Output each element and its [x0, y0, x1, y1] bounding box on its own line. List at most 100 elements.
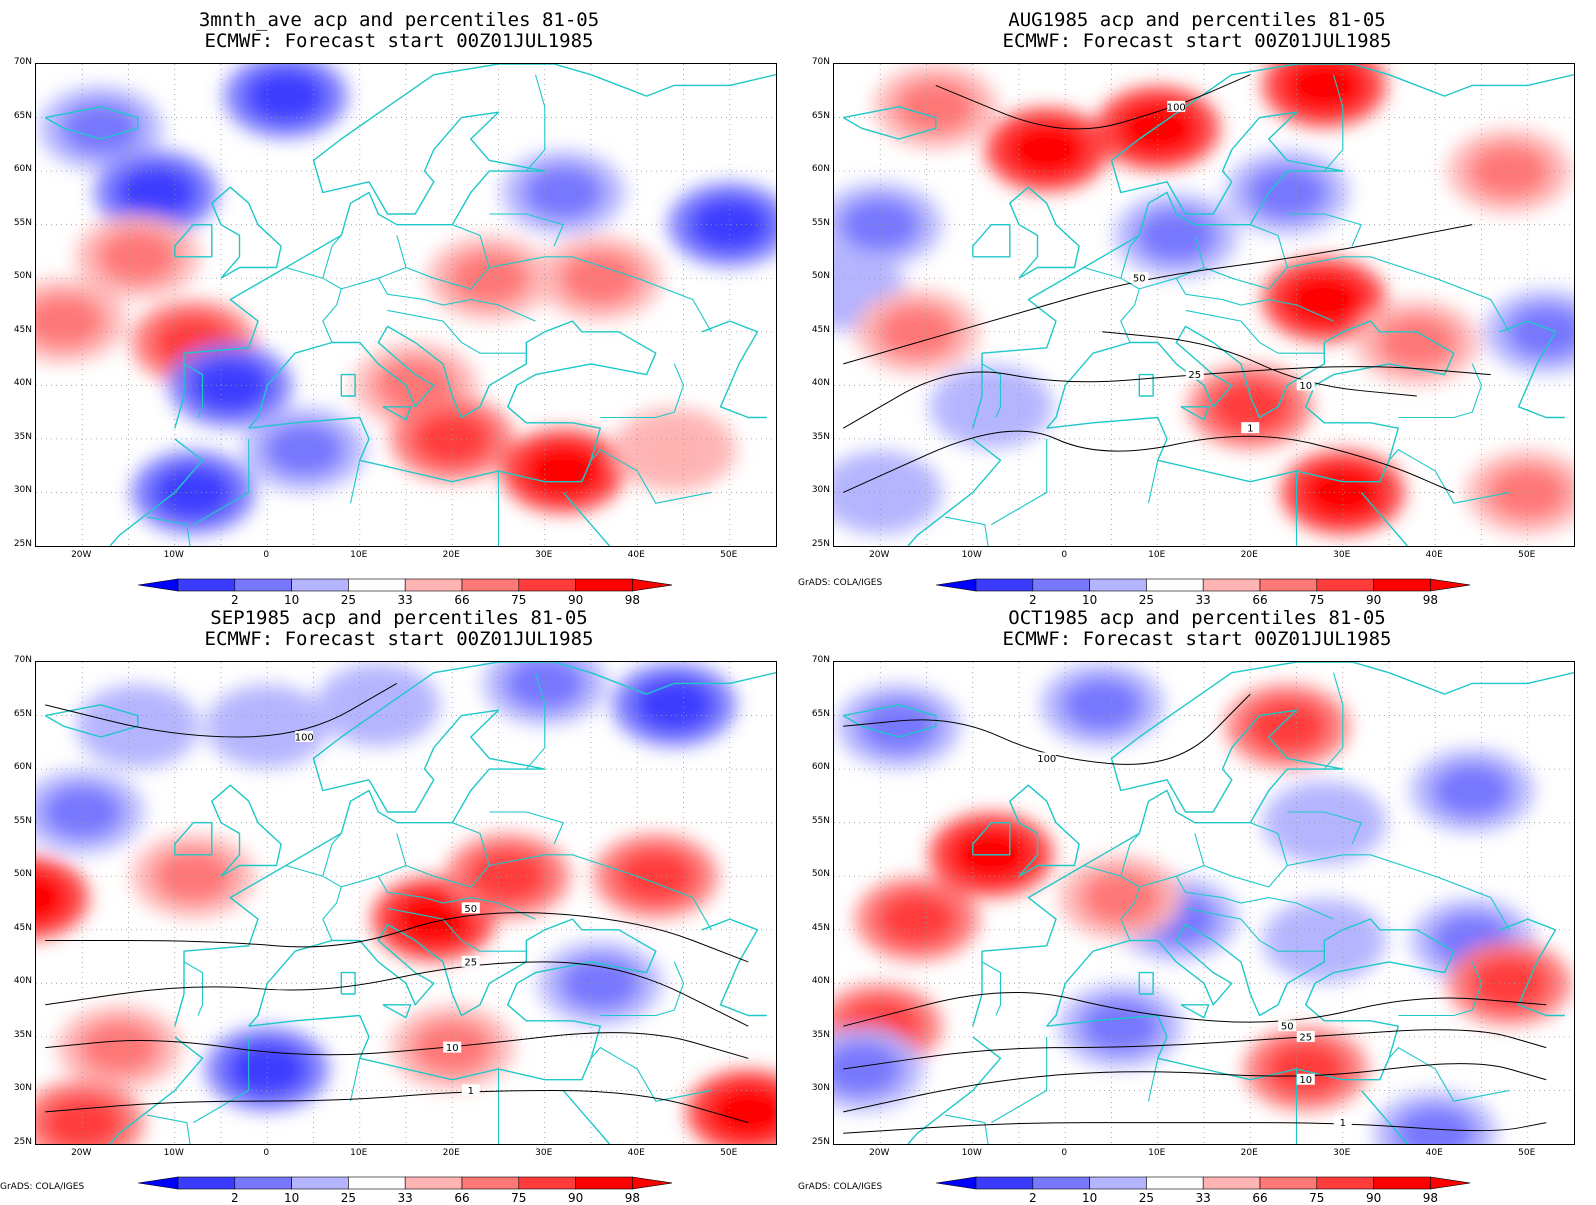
- colorbar-segment: [1316, 1176, 1374, 1190]
- y-tick-label: 35N: [13, 431, 32, 442]
- country-borders: [146, 74, 712, 546]
- contour-label-bg: [1333, 1116, 1352, 1128]
- anomaly-core: [1062, 677, 1143, 732]
- colorbar-segment: [1146, 578, 1204, 592]
- anomaly-core: [42, 784, 123, 839]
- x-tick-label: 50E: [720, 550, 738, 560]
- x-tick-label: 20E: [1240, 550, 1258, 560]
- map-panel-2: AUG1985 acp and percentiles 81-05 ECMWF: …: [798, 0, 1596, 607]
- contour-line: [843, 1029, 1547, 1070]
- anomaly-core: [1302, 465, 1383, 520]
- contour-line: [843, 992, 1547, 1027]
- contour-label-bg: [1278, 1020, 1297, 1032]
- y-tick-label: 40N: [13, 378, 32, 389]
- colorbar-segment: [177, 578, 236, 592]
- y-tick-label: 60N: [811, 164, 830, 175]
- colorbar-label: 66: [454, 1191, 470, 1205]
- colorbar-low-arrow: [138, 1176, 179, 1190]
- anomaly-core: [1284, 272, 1365, 327]
- colorbar-segment: [1373, 578, 1431, 592]
- colorbar-label: 25: [340, 1191, 357, 1205]
- colorbar-segment: [1202, 578, 1261, 592]
- panel-subtitle: ECMWF: Forecast start 00Z01JUL1985: [1002, 30, 1392, 52]
- y-tick-label: 65N: [811, 110, 830, 121]
- contour-line: [842, 366, 1491, 429]
- x-tick-label: 50E: [1518, 1148, 1536, 1158]
- anomaly-core: [449, 251, 530, 306]
- coastlines: [842, 64, 1574, 546]
- contour-label: 100: [1037, 754, 1056, 765]
- map-canvas: [36, 64, 776, 546]
- contour-label: 10: [1299, 1075, 1312, 1086]
- panel-subtitle: ECMWF: Forecast start 00Z01JUL1985: [204, 628, 594, 650]
- anomaly-core: [1395, 1106, 1476, 1144]
- y-tick-label: 25N: [811, 539, 830, 549]
- anomaly-core: [190, 358, 271, 413]
- anomaly-core: [834, 1042, 902, 1097]
- colorbar-label: 98: [1422, 593, 1439, 607]
- x-tick-label: 0: [1061, 1148, 1068, 1158]
- anomaly-core: [36, 294, 104, 349]
- anomaly-core: [153, 465, 234, 520]
- colorbar-label: 33: [397, 593, 413, 607]
- contour-line: [843, 224, 1473, 365]
- colorbar-label: 2: [1028, 593, 1037, 607]
- colorbar-segment: [1089, 578, 1147, 592]
- colorbar-segment: [404, 578, 463, 592]
- y-tick-label: 40N: [811, 378, 830, 389]
- anomaly-core: [1117, 101, 1198, 156]
- map-area: [35, 63, 777, 547]
- x-tick-label: 10W: [961, 1148, 982, 1158]
- colorbar-label: 90: [567, 593, 584, 607]
- y-tick-label: 55N: [13, 815, 32, 826]
- map-area: 100 50 25 10 1: [35, 661, 777, 1145]
- y-tick-label: 30N: [13, 485, 32, 496]
- contour-label-bg: [1296, 379, 1315, 391]
- x-tick-label: 0: [263, 1148, 270, 1158]
- anomaly-core: [467, 849, 548, 904]
- contour-label: 50: [1281, 1022, 1294, 1033]
- panel-title: OCT1985 acp and percentiles 81-05: [1008, 607, 1386, 629]
- anomaly-core: [42, 1095, 123, 1144]
- percentile-contours: [842, 74, 1491, 493]
- anomaly-core: [1432, 763, 1513, 818]
- anomaly-core: [634, 422, 715, 477]
- x-tick-label: 30E: [1333, 550, 1351, 560]
- colorbar-segment: [461, 578, 520, 592]
- colorbar: [138, 1176, 672, 1190]
- anomaly-core: [834, 261, 884, 316]
- colorbar-label: 25: [1138, 593, 1155, 607]
- colorbar-segment: [404, 1176, 463, 1190]
- y-tick-label: 50N: [811, 271, 830, 282]
- y-tick-label: 60N: [811, 762, 830, 773]
- anomaly-core: [227, 1042, 308, 1097]
- colorbar: [936, 1176, 1470, 1190]
- y-tick-label: 25N: [811, 1137, 830, 1147]
- colorbar-segment: [1032, 1176, 1090, 1190]
- anomaly-core: [1506, 304, 1574, 359]
- panel-title: 3mnth_ave acp and percentiles 81-05: [198, 9, 600, 31]
- colorbar-label: 90: [1365, 593, 1382, 607]
- y-tick-label: 30N: [811, 485, 830, 496]
- colorbar-high-arrow: [632, 1176, 672, 1190]
- x-tick-label: 10E: [1148, 550, 1166, 560]
- contour-label-bg: [1185, 368, 1204, 380]
- contour-label-bg: [1296, 1030, 1315, 1042]
- percentile-contours: [843, 693, 1547, 1134]
- y-tick-label: 45N: [13, 922, 32, 933]
- y-tick-label: 65N: [13, 708, 32, 719]
- colorbar-segment: [348, 1176, 406, 1190]
- contour-label-bg: [1130, 272, 1149, 284]
- anomaly-core: [634, 677, 715, 732]
- colorbar-segment: [1202, 1176, 1261, 1190]
- colorbar-high-arrow: [1430, 1176, 1470, 1190]
- colorbar-segment: [291, 578, 349, 592]
- contour-label: 1: [1247, 424, 1253, 435]
- anomaly-core: [840, 465, 921, 520]
- colorbar-svg: [936, 1176, 1470, 1190]
- contour-label-bg: [1167, 100, 1186, 112]
- contour-line: [45, 1089, 749, 1124]
- y-tick-label: 70N: [13, 655, 32, 665]
- x-tick-label: 20W: [869, 550, 890, 560]
- colorbar: [936, 578, 1470, 592]
